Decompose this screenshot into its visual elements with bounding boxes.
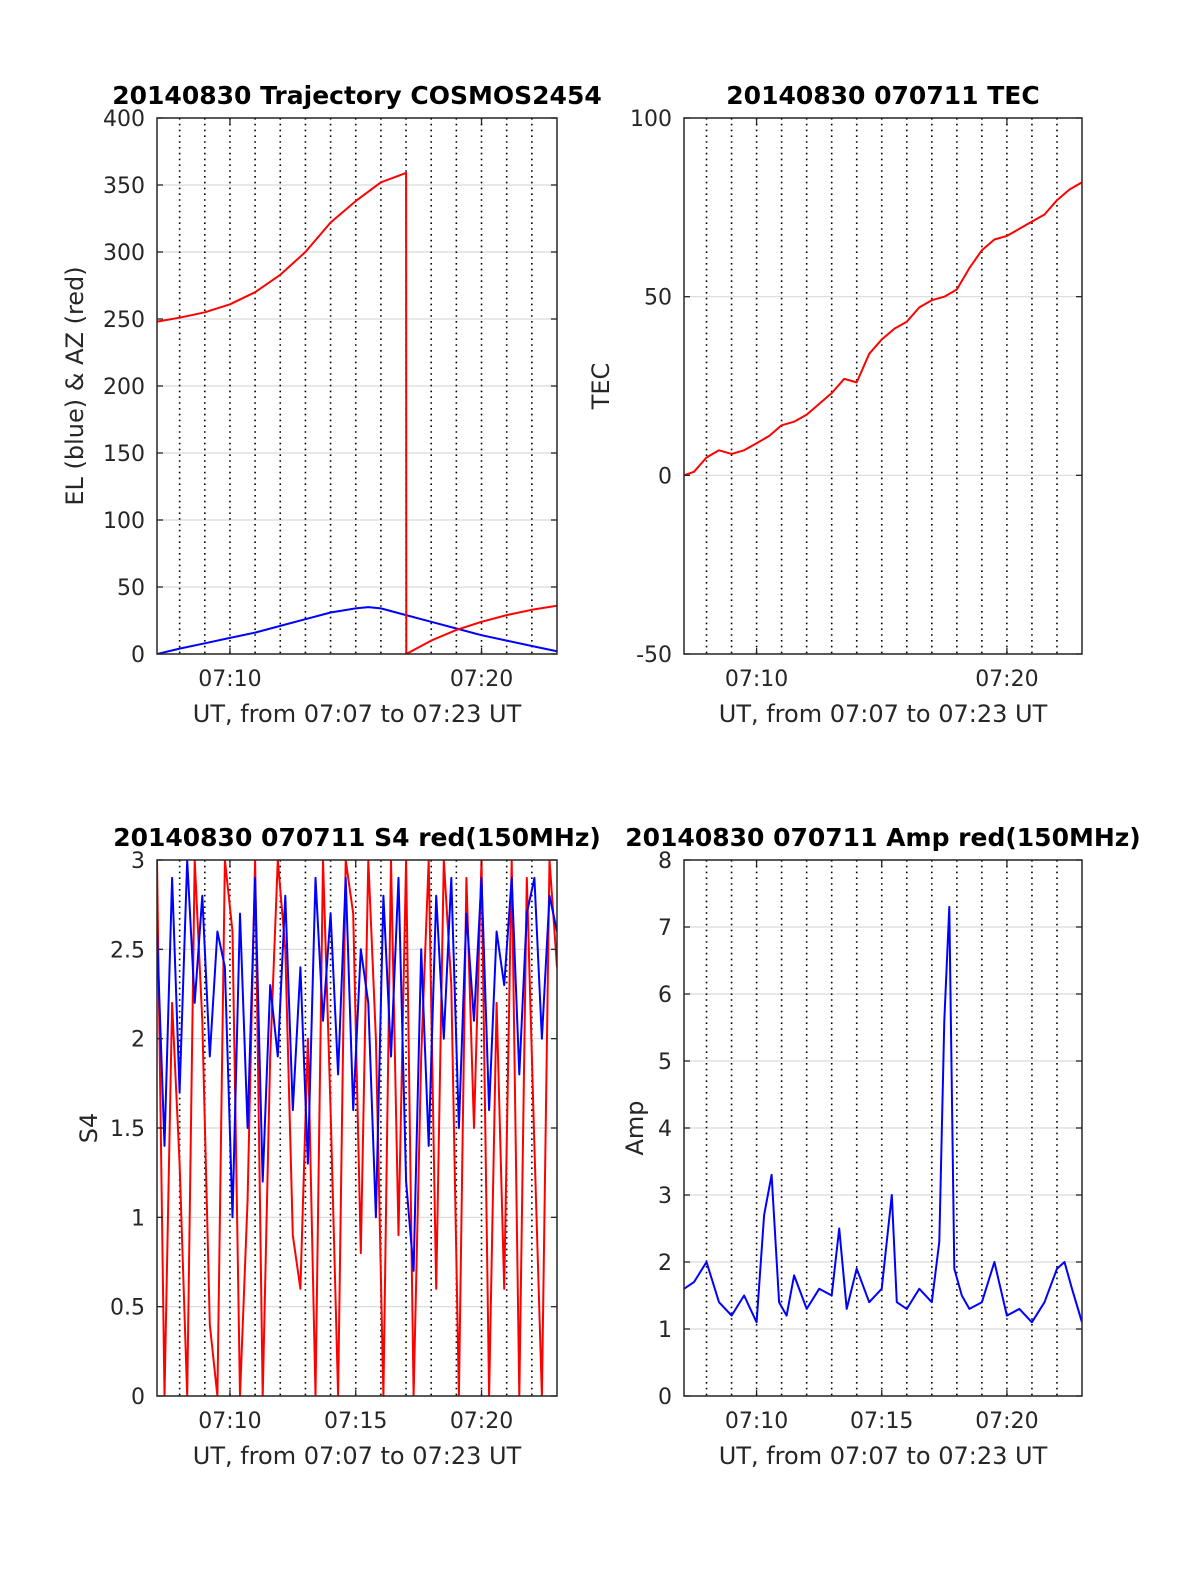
tec-xlabel: UT, from 07:07 to 07:23 UT [719,700,1048,728]
tec-series-red [684,181,1082,477]
s4-ytick-label-5: 2.5 [110,938,145,963]
amp-ytick-label-1: 1 [658,1318,672,1343]
amp-xtick-label-0: 07:10 [725,1409,788,1434]
trajectory-xtick-label-0: 07:10 [198,667,261,692]
amp-title: 20140830 070711 Amp red(150MHz) [625,823,1141,852]
tec-ytick-label-1: 0 [658,464,672,489]
amp-ytick-label-3: 3 [658,1184,672,1209]
s4-xtick-label-1: 07:15 [324,1409,387,1434]
trajectory-ytick-label-4: 200 [103,375,145,400]
trajectory-ytick-label-8: 400 [103,107,145,132]
s4-panel: 20140830 070711 S4 red(150MHz) UT, from … [75,823,601,1470]
s4-ytick-label-2: 1 [131,1206,145,1231]
amp-ytick-label-8: 8 [658,849,672,874]
trajectory-series-blue [157,606,557,654]
trajectory-ytick-label-7: 350 [103,174,145,199]
tec-ytick-label-2: 50 [644,286,672,311]
s4-series-red [157,860,557,1396]
s4-ytick-label-1: 0.5 [110,1296,145,1321]
tec-panel: 20140830 070711 TEC UT, from 07:07 to 07… [587,81,1083,728]
amp-ytick-label-2: 2 [658,1251,672,1276]
tec-axes-box [683,117,1083,655]
amp-ytick-label-4: 4 [658,1117,672,1142]
tec-xtick-label-1: 07:20 [975,667,1038,692]
amp-xtick-label-2: 07:20 [975,1409,1038,1434]
amp-ytick-label-5: 5 [658,1050,672,1075]
trajectory-ytick-label-3: 150 [103,442,145,467]
s4-xtick-label-0: 07:10 [198,1409,261,1434]
amp-ytick-label-0: 0 [658,1385,672,1410]
amp-ytick-label-7: 7 [658,916,672,941]
tec-ytick-label-0: -50 [636,643,672,668]
trajectory-ytick-label-5: 250 [103,308,145,333]
s4-ytick-label-3: 1.5 [110,1117,145,1142]
trajectory-xtick-label-1: 07:20 [450,667,513,692]
s4-title: 20140830 070711 S4 red(150MHz) [113,823,601,852]
trajectory-ytick-label-1: 50 [117,576,145,601]
amp-xtick-label-1: 07:15 [850,1409,913,1434]
s4-series-blue [157,860,557,1272]
trajectory-ytick-label-6: 300 [103,241,145,266]
amp-panel: 20140830 070711 Amp red(150MHz) UT, from… [621,823,1141,1470]
trajectory-panel: 20140830 Trajectory COSMOS2454 UT, from … [61,81,602,728]
tec-ylabel: TEC [587,363,615,411]
trajectory-ytick-label-0: 0 [131,643,145,668]
s4-xlabel: UT, from 07:07 to 07:23 UT [193,1442,522,1470]
amp-series-blue [684,905,1082,1324]
amp-ylabel: Amp [621,1100,649,1155]
trajectory-title: 20140830 Trajectory COSMOS2454 [112,81,602,110]
tec-title: 20140830 070711 TEC [726,81,1039,110]
amp-xlabel: UT, from 07:07 to 07:23 UT [719,1442,1048,1470]
tec-xtick-label-0: 07:10 [725,667,788,692]
tec-ytick-label-3: 100 [630,107,672,132]
s4-ytick-label-6: 3 [131,849,145,874]
s4-xtick-label-2: 07:20 [450,1409,513,1434]
trajectory-ytick-label-2: 100 [103,509,145,534]
trajectory-series-red [157,171,557,654]
trajectory-ylabel: EL (blue) & AZ (red) [61,266,89,505]
s4-ylabel: S4 [75,1113,103,1144]
s4-ytick-label-4: 2 [131,1028,145,1053]
trajectory-xlabel: UT, from 07:07 to 07:23 UT [193,700,522,728]
s4-ytick-label-0: 0 [131,1385,145,1410]
amp-ytick-label-6: 6 [658,983,672,1008]
